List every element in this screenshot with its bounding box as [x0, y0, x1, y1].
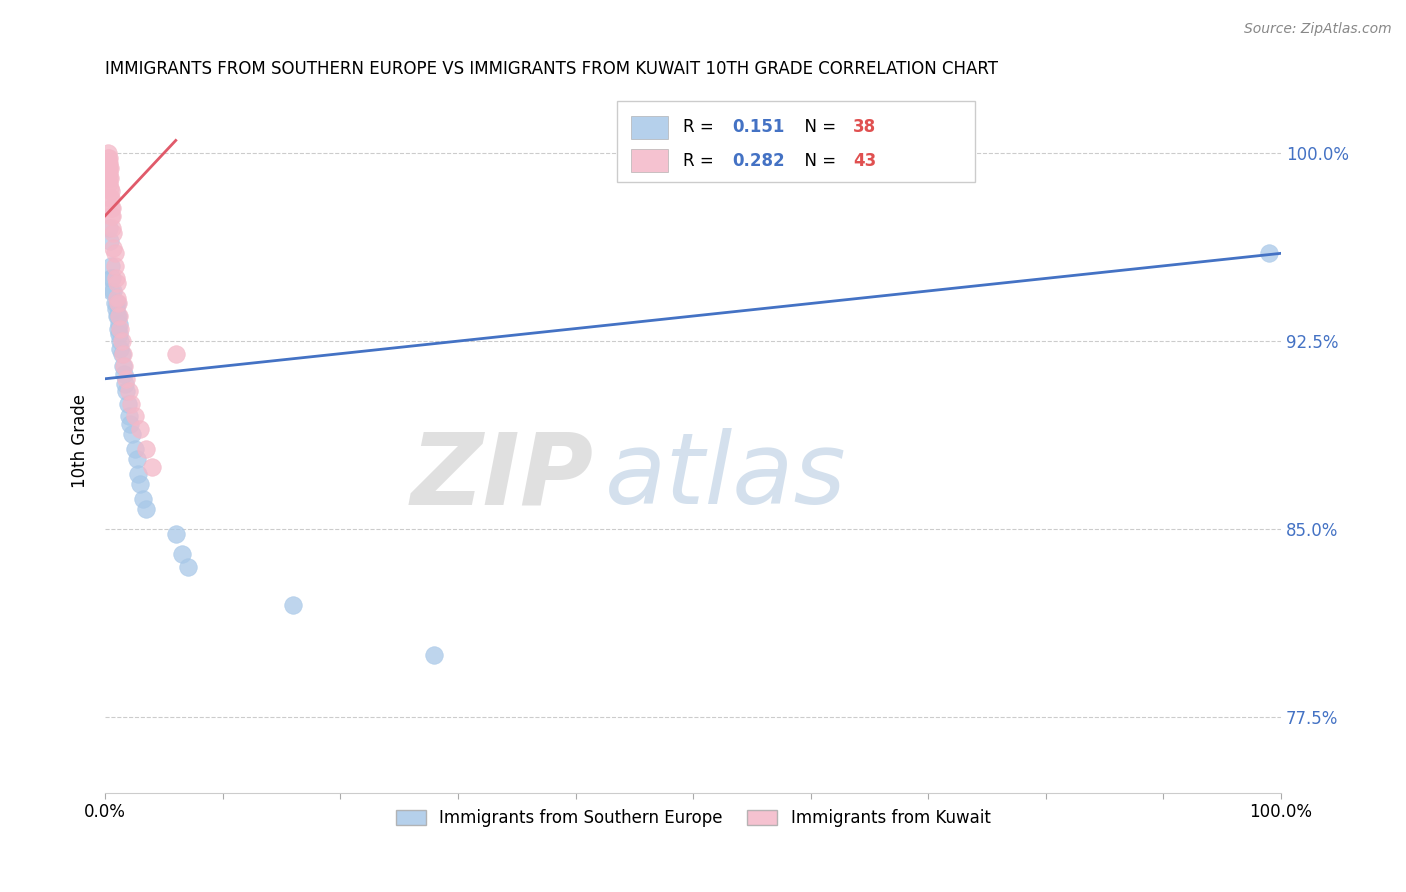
- Point: [124, 442, 146, 456]
- Point: [121, 426, 143, 441]
- Point: [97, 221, 120, 235]
- Point: [111, 359, 134, 374]
- Point: [112, 359, 135, 374]
- Point: [129, 422, 152, 436]
- Text: atlas: atlas: [605, 428, 846, 525]
- Point: [105, 277, 128, 291]
- Point: [125, 452, 148, 467]
- Point: [104, 296, 127, 310]
- Point: [283, 598, 305, 612]
- Text: 0.151: 0.151: [733, 119, 785, 136]
- Text: Source: ZipAtlas.com: Source: ZipAtlas.com: [1244, 22, 1392, 37]
- Point: [97, 151, 120, 165]
- Point: [98, 234, 121, 248]
- Point: [129, 477, 152, 491]
- Point: [118, 409, 141, 424]
- Point: [101, 209, 124, 223]
- Point: [100, 271, 122, 285]
- Point: [120, 397, 142, 411]
- Text: IMMIGRANTS FROM SOUTHERN EUROPE VS IMMIGRANTS FROM KUWAIT 10TH GRADE CORRELATION: IMMIGRANTS FROM SOUTHERN EUROPE VS IMMIG…: [105, 60, 998, 78]
- Point: [114, 376, 136, 391]
- Point: [127, 467, 149, 481]
- Point: [165, 346, 187, 360]
- Text: 0.282: 0.282: [733, 152, 785, 169]
- Point: [97, 156, 120, 170]
- Text: R =: R =: [682, 119, 718, 136]
- Point: [97, 166, 120, 180]
- Point: [115, 384, 138, 399]
- Point: [110, 334, 132, 348]
- Point: [1258, 246, 1281, 260]
- Text: 43: 43: [853, 152, 876, 169]
- Point: [104, 271, 127, 285]
- Point: [132, 492, 155, 507]
- Point: [98, 181, 121, 195]
- Point: [112, 367, 135, 381]
- Point: [117, 397, 139, 411]
- Point: [423, 648, 446, 662]
- Point: [165, 527, 187, 541]
- Point: [100, 259, 122, 273]
- Point: [101, 221, 124, 235]
- Point: [124, 409, 146, 424]
- Point: [101, 201, 124, 215]
- Point: [97, 156, 120, 170]
- Point: [100, 191, 122, 205]
- Legend: Immigrants from Southern Europe, Immigrants from Kuwait: Immigrants from Southern Europe, Immigra…: [389, 802, 997, 833]
- Point: [118, 384, 141, 399]
- Point: [176, 560, 198, 574]
- FancyBboxPatch shape: [617, 101, 976, 182]
- Point: [108, 326, 131, 341]
- Point: [104, 301, 127, 316]
- Point: [105, 296, 128, 310]
- Point: [97, 161, 120, 175]
- Point: [111, 346, 134, 360]
- Point: [101, 271, 124, 285]
- Text: R =: R =: [682, 152, 718, 169]
- Point: [105, 309, 128, 323]
- Point: [104, 246, 127, 260]
- Point: [103, 226, 125, 240]
- Point: [97, 176, 120, 190]
- Point: [97, 161, 120, 175]
- Point: [97, 171, 120, 186]
- FancyBboxPatch shape: [631, 116, 668, 139]
- Point: [107, 296, 129, 310]
- Point: [103, 241, 125, 255]
- Point: [107, 309, 129, 323]
- Point: [141, 459, 163, 474]
- Point: [108, 317, 131, 331]
- Point: [135, 442, 157, 456]
- Point: [108, 309, 131, 323]
- Text: N =: N =: [794, 152, 842, 169]
- Point: [97, 146, 120, 161]
- Point: [107, 321, 129, 335]
- Point: [118, 417, 141, 431]
- Text: ZIP: ZIP: [411, 428, 593, 525]
- Point: [100, 209, 122, 223]
- Point: [105, 292, 128, 306]
- Point: [111, 346, 134, 360]
- Point: [104, 259, 127, 273]
- Point: [98, 171, 121, 186]
- Point: [115, 372, 138, 386]
- Point: [100, 284, 122, 298]
- Point: [97, 151, 120, 165]
- Point: [98, 191, 121, 205]
- Point: [100, 184, 122, 198]
- Point: [100, 201, 122, 215]
- Text: 38: 38: [853, 119, 876, 136]
- Point: [98, 161, 121, 175]
- Point: [111, 334, 134, 348]
- Point: [97, 166, 120, 180]
- Y-axis label: 10th Grade: 10th Grade: [72, 394, 89, 489]
- Point: [170, 547, 193, 561]
- Point: [110, 321, 132, 335]
- Point: [110, 342, 132, 356]
- Point: [103, 284, 125, 298]
- Point: [135, 502, 157, 516]
- FancyBboxPatch shape: [631, 149, 668, 172]
- Text: N =: N =: [794, 119, 842, 136]
